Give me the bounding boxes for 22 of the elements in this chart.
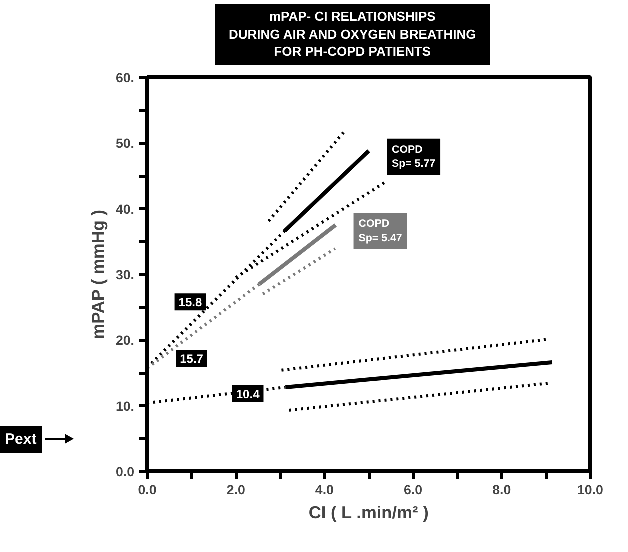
x-tick-label: 0.0	[138, 482, 157, 498]
x-axis-title: CI ( L .min/m² )	[308, 502, 429, 522]
x-tick-label: 4.0	[315, 482, 334, 498]
text: Pext	[0, 426, 42, 454]
y-tick-label: 60.	[116, 70, 135, 86]
annotation: 15.8	[178, 295, 202, 310]
x-tick-label: 10.0	[578, 482, 604, 498]
annotation: 15.7	[180, 352, 204, 366]
y-tick-label: 10.	[116, 398, 135, 414]
x-tick-label: 2.0	[226, 482, 246, 498]
chart-title: mPAP- CI RELATIONSHIPS DURING AIR AND OXYGEN BREATHING FOR PH-COPD PATIENTS	[229, 8, 476, 61]
y-tick-label: 40.	[116, 201, 135, 216]
text: COPD Sp= 5.77	[392, 143, 436, 170]
y-tick-label: 50.	[116, 136, 135, 151]
annotation: 10.4	[236, 387, 260, 402]
y-tick-label: 20.	[116, 332, 135, 348]
x-tick-label: 6.0	[404, 482, 423, 498]
y-tick-label: 30.	[116, 267, 135, 282]
y-tick-label: 0.0	[116, 464, 135, 480]
y-axis-title: mPAP ( mmHg )	[88, 210, 108, 339]
x-tick-label: 8.0	[492, 482, 512, 498]
text: COPD Sp= 5.47	[358, 218, 402, 244]
